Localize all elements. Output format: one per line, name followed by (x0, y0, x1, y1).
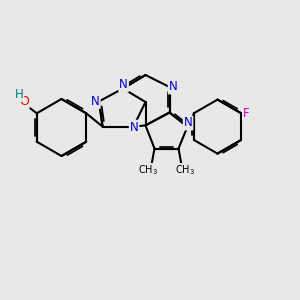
Text: CH$_3$: CH$_3$ (139, 164, 158, 177)
Text: N: N (169, 80, 178, 94)
Text: CH$_3$: CH$_3$ (175, 164, 195, 177)
Text: F: F (243, 106, 250, 120)
Text: H: H (14, 88, 23, 101)
Text: O: O (19, 95, 29, 108)
Text: N: N (184, 116, 193, 130)
Text: N: N (130, 121, 139, 134)
Text: N: N (91, 95, 100, 108)
Text: N: N (119, 78, 128, 92)
